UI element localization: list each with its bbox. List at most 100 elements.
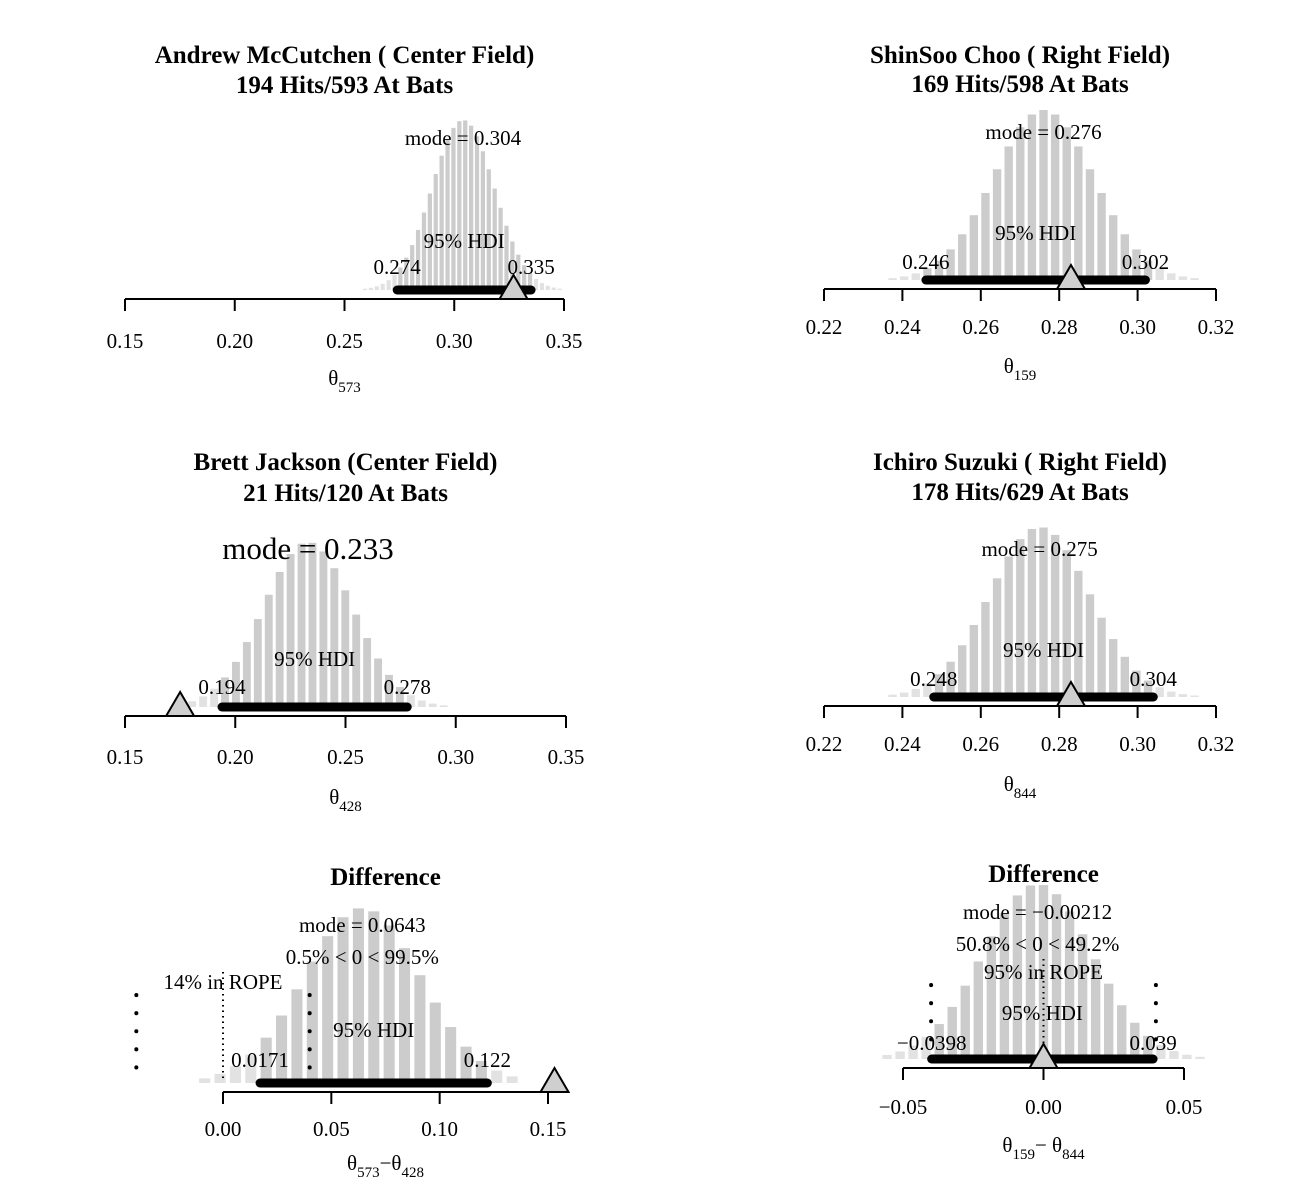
x-axis-label-main: θ xyxy=(328,366,338,390)
histogram-bar xyxy=(1090,959,1101,1059)
x-axis-label: θ159− θ844 xyxy=(1002,1133,1085,1163)
histogram-bar xyxy=(396,686,404,707)
histogram-bar xyxy=(506,1076,518,1083)
histogram-bar xyxy=(992,578,1002,697)
mode-label: mode = 0.304 xyxy=(405,126,522,150)
x-axis-label-sub: 573 xyxy=(338,380,361,396)
histogram-bar xyxy=(1064,911,1075,1059)
histogram-bar xyxy=(921,1036,931,1059)
histogram xyxy=(199,908,518,1083)
x-tick-label: 0.28 xyxy=(1041,732,1078,756)
x-tick-label: 0.20 xyxy=(216,329,253,353)
histogram-bar xyxy=(275,571,284,707)
x-axis-label: θ159 xyxy=(1004,354,1037,384)
histogram-bar xyxy=(1132,249,1141,280)
histogram-bar xyxy=(363,638,372,707)
hdi-low-label: 0.248 xyxy=(910,667,957,691)
comparison-marker-triangle xyxy=(164,690,196,717)
comparison-marker-triangle xyxy=(497,273,530,300)
histogram-bar xyxy=(946,249,955,280)
histogram-bar xyxy=(245,1054,257,1083)
chart-subtitle: 21 Hits/120 At Bats xyxy=(243,480,448,507)
x-tick-label: 0.35 xyxy=(548,745,585,769)
histogram-bar xyxy=(1156,1045,1166,1059)
histogram-bar xyxy=(516,254,521,290)
histogram-bar xyxy=(539,283,544,290)
histogram-bar xyxy=(899,692,909,697)
x-axis-label-main2: − θ xyxy=(1035,1133,1062,1157)
histogram-bar xyxy=(1039,527,1048,697)
histogram-bar xyxy=(1097,192,1106,280)
comparison-label: 0.5% < 0 < 99.5% xyxy=(286,945,439,969)
x-tick-label: 0.15 xyxy=(107,329,144,353)
histogram-bar xyxy=(486,169,491,290)
histogram-bar xyxy=(380,283,385,290)
chart-subtitle: 194 Hits/593 At Bats xyxy=(236,72,454,99)
x-tick-label: 0.24 xyxy=(884,732,921,756)
histogram-bar xyxy=(242,642,251,707)
histogram-bar xyxy=(368,287,374,290)
histogram-bar xyxy=(969,215,979,280)
histogram-bar xyxy=(1039,110,1048,280)
histogram-bar xyxy=(417,700,426,707)
histogram-bar xyxy=(911,688,920,697)
histogram-bar xyxy=(427,193,432,290)
x-axis-label-main: θ xyxy=(347,1151,357,1175)
x-tick-label: 0.26 xyxy=(962,315,999,339)
x-tick-label: 0.30 xyxy=(437,745,474,769)
hdi-label: 95% HDI xyxy=(424,229,505,253)
x-tick-label: 0.28 xyxy=(1041,315,1078,339)
histogram-bar xyxy=(1178,276,1188,280)
histogram-bar xyxy=(457,121,462,290)
chart-title: Andrew McCutchen ( Center Field) xyxy=(155,42,535,69)
histogram-bar xyxy=(899,276,909,280)
histogram-bar xyxy=(1050,114,1060,280)
histogram-bar xyxy=(433,174,438,290)
histogram-bar xyxy=(1143,1035,1153,1059)
histogram-bar xyxy=(399,948,411,1083)
histogram-bar xyxy=(480,151,486,290)
histogram-bar xyxy=(981,602,990,697)
histogram-bar xyxy=(415,229,421,290)
histogram-bar xyxy=(986,936,997,1059)
histogram-bar xyxy=(498,207,503,290)
hdi-high-label: 0.304 xyxy=(1130,667,1178,691)
histogram-bar xyxy=(934,260,944,280)
histogram-bar xyxy=(264,594,273,707)
histogram-bar xyxy=(1103,983,1114,1059)
histogram-bar xyxy=(1195,1056,1205,1059)
x-tick-label: 0.24 xyxy=(884,315,921,339)
x-axis: 0.22 0.24 0.26 0.28 0.30 0.32 xyxy=(806,288,1235,339)
histogram-bar xyxy=(404,257,409,290)
histogram-bar xyxy=(934,674,944,697)
x-axis: 0.00 0.05 0.10 0.15 xyxy=(205,1091,566,1141)
histogram-bar xyxy=(410,245,415,290)
histogram xyxy=(362,120,562,291)
chart-panel-suzuki: Ichiro Suzuki ( Right Field) 178 Hits/629… xyxy=(806,449,1235,802)
x-tick-label: 0.32 xyxy=(1198,315,1235,339)
histogram-bar xyxy=(460,1046,472,1083)
histogram-bar xyxy=(445,139,450,290)
histogram-bar xyxy=(221,677,229,707)
histogram-bar xyxy=(352,908,364,1083)
histogram-bar xyxy=(1143,680,1153,697)
x-tick-label: 0.26 xyxy=(962,732,999,756)
histogram-bar xyxy=(445,1027,457,1083)
hdi-low-label: 0.194 xyxy=(198,675,246,699)
histogram-bar xyxy=(492,188,497,290)
histogram-bar xyxy=(1085,169,1095,280)
histogram-bar xyxy=(1190,278,1199,280)
histogram-bar xyxy=(260,1037,272,1083)
histogram-bar xyxy=(1004,146,1013,280)
x-axis-label-main2: −θ xyxy=(380,1151,402,1175)
x-axis-label-sub: 428 xyxy=(339,799,362,815)
histogram-bar xyxy=(1062,550,1071,697)
histogram-bar xyxy=(1050,534,1060,697)
histogram-bar xyxy=(1038,885,1049,1059)
hdi-high-label: 0.039 xyxy=(1129,1031,1176,1055)
histogram-bar xyxy=(1178,694,1188,697)
histogram-bar xyxy=(468,125,474,291)
x-axis: −0.05 0.00 0.05 xyxy=(879,1067,1202,1119)
hdi-low-label: 0.0171 xyxy=(231,1048,289,1072)
hdi-label: 95% HDI xyxy=(995,221,1076,245)
